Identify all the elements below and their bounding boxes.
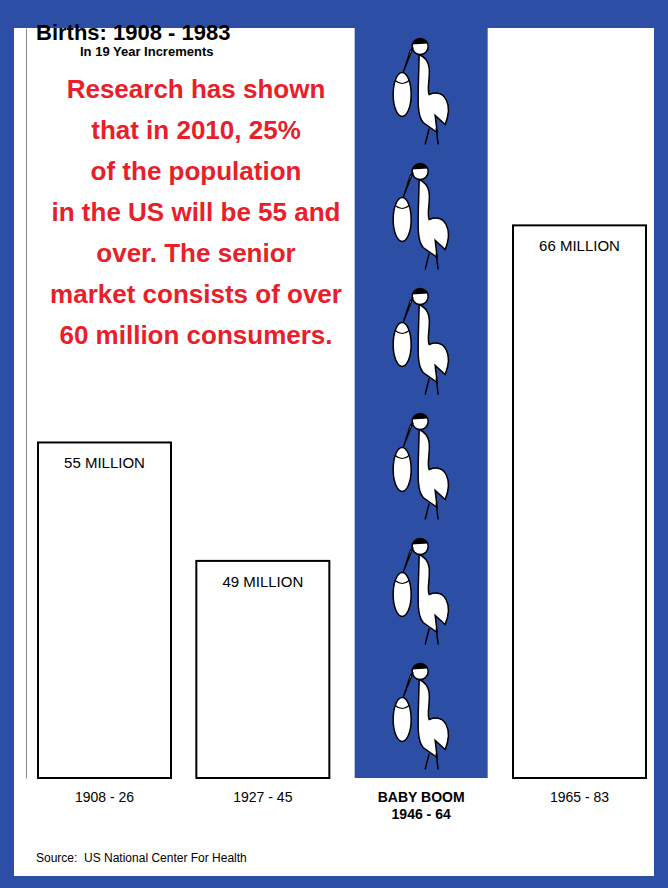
data-label: 55 MILLION	[64, 454, 145, 471]
stork-bundle	[393, 448, 411, 492]
stork-body	[418, 555, 448, 633]
stork-cap	[411, 288, 428, 294]
bars	[38, 28, 646, 778]
stork-body	[418, 430, 448, 508]
stork-icon	[393, 163, 448, 269]
stork-legs	[425, 629, 438, 645]
stork-legs	[425, 379, 438, 395]
subtitle: In 19 Year Increments	[80, 44, 213, 59]
stork-bundle-fold	[395, 706, 409, 709]
bar	[38, 442, 171, 778]
stork-body	[418, 680, 448, 758]
bar	[513, 225, 646, 778]
annotation: Research has shownthat in 2010, 25%of th…	[50, 74, 342, 350]
stork-bundle-fold	[395, 456, 409, 459]
stork-bundle	[393, 73, 411, 117]
data-label: 49 MILLION	[222, 573, 303, 590]
stork-bundle-fold	[395, 206, 409, 209]
stork-cap	[411, 538, 428, 544]
stork-head	[412, 414, 428, 430]
source: Source: US National Center For Health	[36, 851, 247, 865]
title: Births: 1908 - 1983	[36, 20, 230, 45]
stork-beak	[403, 48, 413, 73]
stork-cap	[411, 413, 428, 419]
stork-legs	[425, 129, 438, 145]
x-tick-label: 1927 - 45	[233, 789, 292, 805]
stork-beak	[403, 298, 413, 323]
x-tick-label: 1965 - 83	[550, 789, 609, 805]
stork-icon	[393, 288, 448, 394]
stork-body	[418, 305, 448, 383]
stork-legs	[425, 504, 438, 520]
stork-legs	[425, 754, 438, 770]
stork-body	[418, 55, 448, 133]
x-tick: 1927 - 45	[233, 789, 292, 805]
x-tick-label: BABY BOOM1946 - 64	[378, 789, 465, 822]
x-tick: BABY BOOM1946 - 64	[378, 789, 465, 822]
stork-legs	[425, 254, 438, 270]
stork-bundle	[393, 698, 411, 742]
bar	[196, 561, 329, 778]
stork-head	[412, 39, 428, 55]
chart-svg: 1908 - 26 1927 - 45 BABY BOOM1946 - 64 1965…	[0, 0, 668, 888]
x-axis: 1908 - 26 1927 - 45 BABY BOOM1946 - 64 1965…	[75, 789, 609, 822]
bar	[355, 28, 488, 778]
stork-head	[412, 539, 428, 555]
stork-bundle	[393, 573, 411, 617]
stork-cap	[411, 163, 428, 169]
data-label: 66 MILLION	[539, 237, 620, 254]
y-axis	[26, 29, 27, 779]
stork-beak	[403, 173, 413, 198]
frame	[0, 0, 668, 888]
stork-bundle-fold	[395, 81, 409, 84]
stork-bundle	[393, 323, 411, 367]
stork-cap	[411, 663, 428, 669]
stork-head	[412, 664, 428, 680]
x-tick: 1908 - 26	[75, 789, 134, 805]
stork-icon	[393, 663, 448, 769]
stork-beak	[403, 423, 413, 448]
stork-head	[412, 289, 428, 305]
stork-bundle-fold	[395, 581, 409, 584]
x-tick-label: 1908 - 26	[75, 789, 134, 805]
y-axis-line	[26, 29, 27, 779]
stork-bundle-fold	[395, 331, 409, 334]
stork-icon	[393, 413, 448, 519]
stork-beak	[403, 548, 413, 573]
page-background	[14, 28, 654, 876]
stork-head	[412, 164, 428, 180]
x-tick: 1965 - 83	[550, 789, 609, 805]
stork-icon	[393, 38, 448, 144]
stork-cap	[411, 38, 428, 44]
stork-bundle	[393, 198, 411, 242]
stork-beak	[403, 673, 413, 698]
stork-body	[418, 180, 448, 258]
stork-icon	[393, 538, 448, 644]
